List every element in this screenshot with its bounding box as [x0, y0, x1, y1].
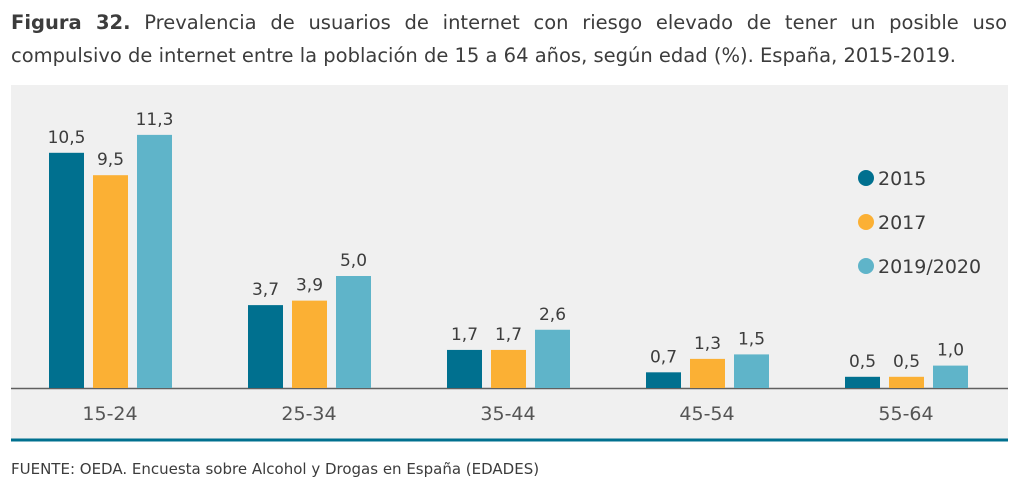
data-label: 0,5 [849, 352, 876, 372]
x-tick-label: 55-64 [878, 403, 933, 425]
bar-45-54-2019-2020 [734, 354, 769, 388]
legend-marker [858, 258, 874, 274]
data-label: 2,6 [539, 305, 566, 325]
data-label: 0,7 [650, 347, 677, 367]
bar-55-64-2017 [889, 376, 924, 388]
legend-label: 2017 [878, 212, 926, 234]
data-label: 0,5 [893, 352, 920, 372]
bar-35-44-2015 [447, 349, 482, 388]
bar-25-34-2017 [292, 300, 327, 388]
title-line-2: compulsivo de internet entre la població… [11, 44, 956, 67]
data-label: 5,0 [340, 251, 367, 271]
x-tick-label: 45-54 [679, 403, 734, 425]
legend-label: 2019/2020 [878, 256, 981, 278]
bar-35-44-2017 [491, 349, 526, 388]
x-tick-label: 15-24 [82, 403, 137, 425]
data-label: 11,3 [136, 110, 174, 130]
bar-55-64-2019-2020 [933, 365, 968, 388]
data-label: 3,9 [296, 276, 323, 296]
bar-25-34-2015 [248, 305, 283, 388]
data-label: 1,0 [937, 341, 964, 361]
data-label: 1,5 [738, 329, 765, 349]
data-label: 10,5 [48, 128, 86, 148]
figure-label: Figura 32. [11, 11, 131, 34]
data-label: 9,5 [97, 150, 124, 170]
bar-45-54-2017 [690, 358, 725, 388]
bar-15-24-2017 [93, 175, 128, 388]
bar-45-54-2015 [646, 372, 681, 388]
data-label: 1,7 [451, 325, 478, 345]
bar-15-24-2019-2020 [137, 134, 172, 388]
legend-label: 2015 [878, 168, 926, 190]
legend-marker [858, 214, 874, 230]
bar-25-34-2019-2020 [336, 276, 371, 388]
figure-title: Figura 32. Prevalencia de usuarios de in… [11, 6, 1007, 72]
bar-55-64-2015 [845, 376, 880, 388]
data-label: 1,3 [694, 334, 721, 354]
bar-35-44-2019-2020 [535, 329, 570, 388]
data-label: 3,7 [252, 280, 279, 300]
x-tick-label: 35-44 [480, 403, 535, 425]
title-line-1: Prevalencia de usuarios de internet con … [144, 11, 1007, 34]
legend-marker [858, 170, 874, 186]
x-tick-label: 25-34 [281, 403, 336, 425]
data-label: 1,7 [495, 325, 522, 345]
source-note: FUENTE: OEDA. Encuesta sobre Alcohol y D… [11, 460, 540, 478]
bar-15-24-2015 [49, 152, 84, 388]
